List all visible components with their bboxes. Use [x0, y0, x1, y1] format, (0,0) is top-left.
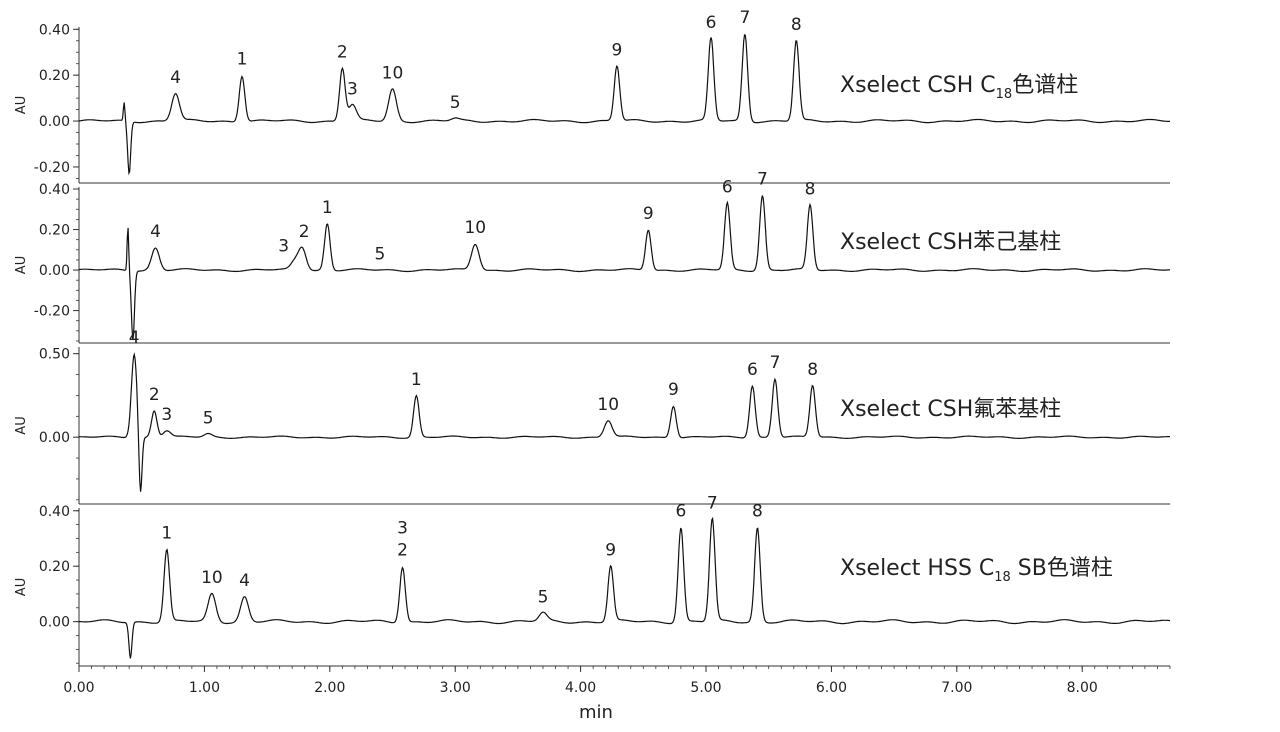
peak-label: 8 — [752, 502, 763, 522]
chromatogram-trace — [78, 516, 1171, 659]
y-axis-label: AU — [14, 256, 29, 274]
peak-label: 9 — [612, 40, 623, 60]
x-tick-label: 7.00 — [941, 680, 972, 696]
peak-label: 2 — [149, 385, 160, 405]
y-tick-label: -0.20 — [34, 304, 70, 320]
peak-label: 4 — [170, 68, 181, 88]
y-tick-label: 0.20 — [39, 559, 70, 575]
y-tick-label: 0.00 — [39, 114, 70, 130]
x-tick-label: 6.00 — [816, 680, 847, 696]
panel-4: 0.40 0.20 0.00 AU 1 10 4 3 2 5 9 6 7 8 Xselect HSS C18… — [14, 493, 1171, 667]
panel-3: 0.50 0.00 AU 4 23 5 1 10 9 6 7 8 Xselect CSH氟苯基柱 — [14, 328, 1170, 505]
x-tick-label: 3.00 — [440, 680, 471, 696]
chromatogram-trace — [79, 352, 1170, 492]
x-tick-label: 0.00 — [63, 680, 94, 696]
peak-label: 9 — [605, 540, 616, 560]
peak-label: 5 — [450, 93, 461, 113]
peak-label: 1 — [411, 370, 422, 390]
peak-label: 3 — [278, 236, 289, 256]
peak-label: 9 — [668, 380, 679, 400]
panel-2: 0.40 0.20 0.00 -0.20 AU 4 321 5 10 9 6 7 8 Xselect CS… — [14, 169, 1171, 344]
peak-label: 6 — [706, 13, 717, 33]
peak-label: 10 — [464, 218, 486, 238]
y-tick-label: 0.00 — [39, 263, 70, 279]
peak-label: 7 — [707, 493, 718, 513]
peak-label: 5 — [203, 408, 214, 428]
peak-label: 1 — [161, 524, 172, 544]
peak-label: 1 — [237, 49, 248, 69]
peak-label: 10 — [382, 63, 404, 83]
peak-label: 10 — [201, 568, 223, 588]
column-label: Xselect CSH氟苯基柱 — [840, 397, 1061, 422]
y-axis-label: AU — [14, 578, 29, 596]
y-axis-label: AU — [14, 96, 29, 114]
peak-label: 7 — [739, 8, 750, 28]
peak-label: 8 — [791, 15, 802, 35]
peak-label: 6 — [722, 178, 733, 198]
y-axis-label: AU — [14, 416, 29, 434]
peak-label: 5 — [375, 244, 386, 264]
peak-label: 4 — [239, 571, 250, 591]
y-tick-label: 0.00 — [39, 615, 70, 631]
chromatogram-trace — [78, 34, 1170, 176]
peak-label: 10 — [597, 395, 619, 415]
column-label: Xselect CSH苯己基柱 — [840, 230, 1061, 255]
peak-label: 4 — [150, 222, 161, 242]
y-tick-label: 0.40 — [39, 22, 70, 38]
peak-label: 5 — [538, 588, 549, 608]
peak-label: 3 — [347, 79, 358, 99]
x-tick-label: 5.00 — [690, 680, 721, 696]
panel-1: 0.40 0.20 0.00 -0.20 AU 4 1 2 3 10 5 9 6 7 8 Xselect CS… — [14, 8, 1170, 184]
peak-label: 6 — [747, 360, 758, 380]
x-tick-label: 2.00 — [314, 680, 345, 696]
peak-label: 1 — [322, 198, 333, 218]
peak-label: 8 — [807, 360, 818, 380]
y-tick-label: 0.40 — [39, 504, 70, 520]
y-tick-label: 0.20 — [39, 68, 70, 84]
x-axis-label: min — [579, 702, 613, 723]
peak-label: 2 — [337, 43, 348, 63]
y-tick-label: -0.20 — [34, 160, 70, 176]
column-label: Xselect HSS C18 SB色谱柱 — [840, 556, 1113, 585]
peak-label: 3 — [161, 405, 172, 425]
chromatogram-trace — [78, 195, 1171, 340]
column-label: Xselect CSH C18色谱柱 — [840, 73, 1078, 102]
x-axis: 0.00 1.00 2.00 3.00 4.00 5.00 6.00 7.00 8.00 — [63, 666, 1171, 696]
y-tick-label: 0.40 — [39, 182, 70, 198]
peak-label: 6 — [676, 502, 687, 522]
y-tick-label: 0.50 — [39, 347, 70, 363]
y-tick-label: 0.20 — [39, 223, 70, 239]
y-tick-label: 0.00 — [39, 430, 70, 446]
peak-label: 7 — [770, 353, 781, 373]
x-tick-label: 8.00 — [1067, 680, 1098, 696]
x-tick-label: 1.00 — [189, 680, 220, 696]
peak-label: 2 — [299, 222, 310, 242]
x-tick-label: 4.00 — [565, 680, 596, 696]
peak-label: 7 — [757, 169, 768, 189]
peak-label: 4 — [129, 328, 140, 348]
peak-label: 8 — [805, 180, 816, 200]
peak-label: 9 — [643, 204, 654, 224]
